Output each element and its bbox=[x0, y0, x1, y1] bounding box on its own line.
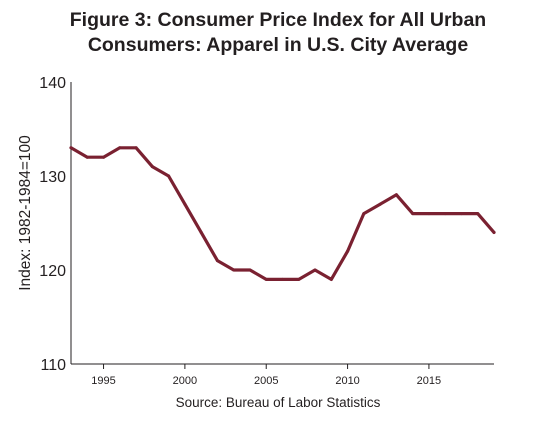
y-tick-labels: 110 120 130 140 bbox=[39, 75, 66, 374]
chart-title: Figure 3: Consumer Price Index for All U… bbox=[0, 8, 556, 58]
y-tick-label: 140 bbox=[39, 75, 66, 92]
y-tick-label: 110 bbox=[40, 357, 66, 374]
source-note: Source: Bureau of Labor Statistics bbox=[175, 395, 381, 410]
y-tick-label: 120 bbox=[39, 263, 66, 280]
x-tick-label: 2015 bbox=[417, 375, 441, 387]
x-tick-label: 2010 bbox=[335, 375, 359, 387]
series-line bbox=[69, 146, 496, 281]
y-axis-label: Index: 1982-1984=100 bbox=[17, 135, 34, 291]
chart-title-line-1: Figure 3: Consumer Price Index for All U… bbox=[69, 9, 487, 31]
y-tick-label: 130 bbox=[39, 169, 66, 186]
x-tick-label: 1995 bbox=[91, 375, 115, 387]
chart-title-line-2: Consumers: Apparel in U.S. City Average bbox=[87, 34, 469, 56]
x-ticks: 1995 2000 2005 2010 2015 bbox=[91, 364, 441, 387]
chart-axes bbox=[70, 82, 494, 365]
x-tick-label: 2005 bbox=[254, 375, 278, 387]
x-tick-label: 2000 bbox=[173, 375, 197, 387]
